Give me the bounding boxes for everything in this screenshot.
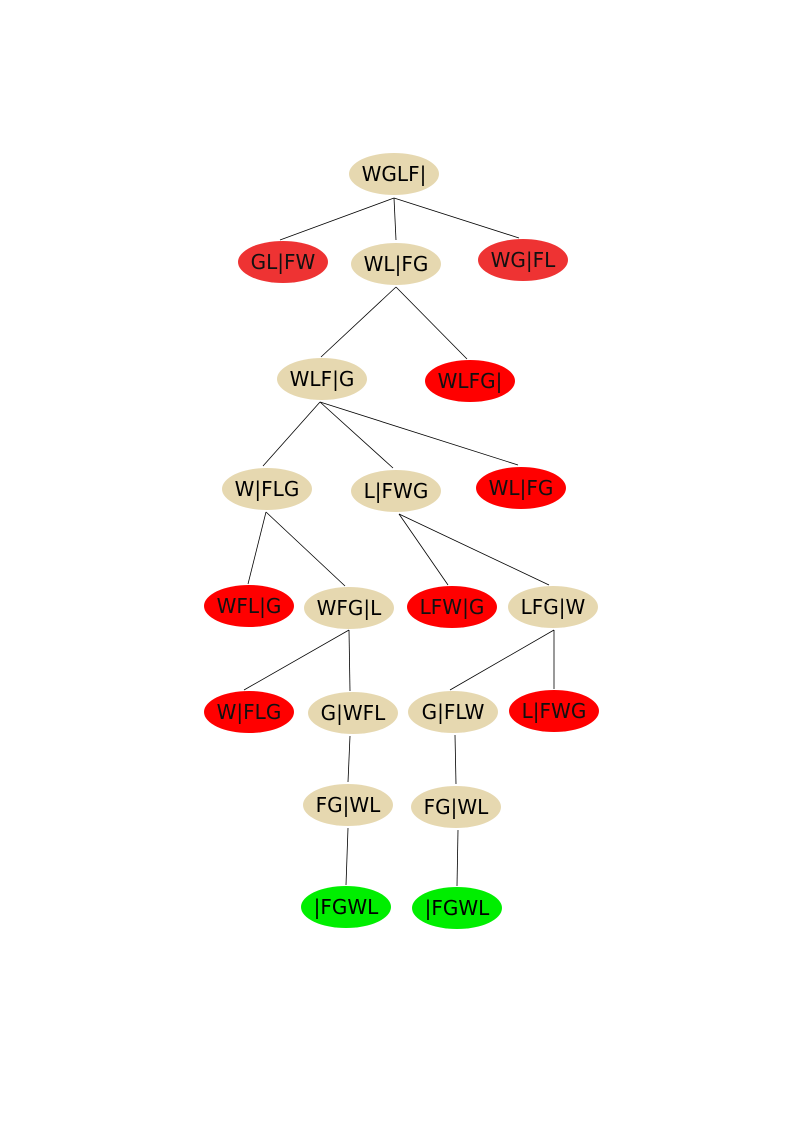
edge-n15-n18 <box>347 735 351 783</box>
node-ellipse <box>476 467 566 509</box>
state-node-invalid_bright: WLFG| <box>425 360 515 402</box>
node-ellipse <box>238 241 328 283</box>
node-label: L|FWG <box>522 699 587 723</box>
node-ellipse <box>408 691 498 733</box>
edge-n7-n10 <box>247 511 267 585</box>
edge-n13-n16 <box>449 629 555 691</box>
state-node-state: L|FWG <box>351 470 441 512</box>
node-label: WFG|L <box>317 596 383 620</box>
state-node-state: G|WFL <box>308 692 398 734</box>
edge-n18-n20 <box>345 827 349 886</box>
node-label: W|FLG <box>217 700 282 724</box>
state-node-invalid_bright: WFL|G <box>204 585 294 627</box>
state-node-invalid: GL|FW <box>238 241 328 283</box>
edge-n19-n21 <box>456 829 459 887</box>
node-ellipse <box>349 153 439 195</box>
state-node-state: LFG|W <box>508 586 598 628</box>
state-node-invalid: WG|FL <box>478 239 568 281</box>
state-node-state: WGLF| <box>349 153 439 195</box>
node-label: FG|WL <box>424 795 490 819</box>
state-node-state: WL|FG <box>351 243 441 285</box>
node-ellipse <box>407 586 497 628</box>
node-label: G|FLW <box>422 700 485 724</box>
state-node-state: W|FLG <box>222 468 312 510</box>
edge-n3-n6 <box>395 286 468 360</box>
edge-n1-n4 <box>393 197 520 239</box>
edge-n1-n2 <box>279 197 395 241</box>
node-ellipse <box>304 587 394 629</box>
node-ellipse <box>301 886 391 928</box>
state-node-invalid_bright: L|FWG <box>509 690 599 732</box>
state-node-state: FG|WL <box>303 784 393 826</box>
node-label: LFW|G <box>420 595 485 619</box>
state-node-invalid_bright: W|FLG <box>204 691 294 733</box>
state-node-state: WLF|G <box>277 358 367 400</box>
edge-n3-n5 <box>320 286 397 358</box>
node-ellipse <box>509 690 599 732</box>
node-label: WGLF| <box>362 162 427 186</box>
edge-n8-n12 <box>398 513 449 586</box>
edge-n5-n9 <box>319 401 519 466</box>
node-ellipse <box>277 358 367 400</box>
state-node-state: WFG|L <box>304 587 394 629</box>
node-label: L|FWG <box>364 479 429 503</box>
nodes-layer: WGLF| GL|FW WL|FG WG|FL WLF|G WLFG| W|FLG L|FWG… <box>204 153 599 929</box>
node-label: W|FLG <box>235 477 300 501</box>
node-ellipse <box>508 586 598 628</box>
edge-n7-n11 <box>265 511 346 587</box>
node-label: GL|FW <box>251 250 316 274</box>
node-ellipse <box>351 470 441 512</box>
node-label: LFG|W <box>521 595 586 619</box>
node-ellipse <box>308 692 398 734</box>
state-node-goal: |FGWL <box>301 886 391 928</box>
node-ellipse <box>351 243 441 285</box>
edge-n11-n15 <box>348 629 351 692</box>
edges-layer <box>243 197 555 887</box>
node-ellipse <box>411 786 501 828</box>
node-ellipse <box>425 360 515 402</box>
edge-n5-n7 <box>262 401 321 467</box>
node-label: WLFG| <box>438 369 503 393</box>
node-label: |FGWL <box>425 896 491 920</box>
state-node-invalid_bright: LFW|G <box>407 586 497 628</box>
node-label: G|WFL <box>321 701 387 725</box>
edge-n1-n3 <box>393 197 397 241</box>
edge-n8-n13 <box>398 513 550 586</box>
node-ellipse <box>222 468 312 510</box>
node-label: WFL|G <box>217 594 282 618</box>
edge-n11-n14 <box>243 629 350 691</box>
node-label: FG|WL <box>316 793 382 817</box>
node-ellipse <box>204 585 294 627</box>
state-node-invalid_bright: WL|FG <box>476 467 566 509</box>
node-label: |FGWL <box>314 895 380 919</box>
node-label: WLF|G <box>290 367 355 391</box>
state-node-state: G|FLW <box>408 691 498 733</box>
node-label: WG|FL <box>491 248 557 272</box>
node-ellipse <box>412 887 502 929</box>
edge-n5-n8 <box>319 401 394 469</box>
state-node-goal: |FGWL <box>412 887 502 929</box>
edge-n16-n19 <box>454 734 457 785</box>
node-ellipse <box>303 784 393 826</box>
node-ellipse <box>204 691 294 733</box>
state-node-state: FG|WL <box>411 786 501 828</box>
node-label: WL|FG <box>489 476 554 500</box>
node-label: WL|FG <box>364 252 429 276</box>
node-ellipse <box>478 239 568 281</box>
